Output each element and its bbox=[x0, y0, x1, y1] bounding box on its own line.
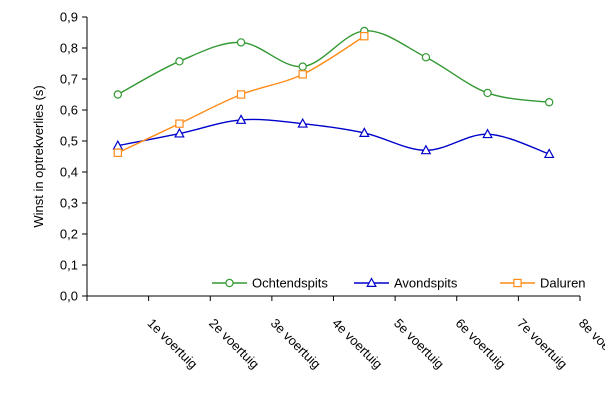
y-tick-label: 0,6 bbox=[60, 103, 78, 118]
x-tick-label: 1e voertuig bbox=[145, 316, 201, 372]
series-group bbox=[114, 27, 554, 157]
data-point bbox=[299, 71, 306, 78]
x-axis-ticks: 1e voertuig 2e voertuig 3e voertuig 4e voer… bbox=[87, 296, 605, 372]
y-tick-label: 0,2 bbox=[60, 227, 78, 242]
legend-label: Daluren bbox=[540, 276, 586, 291]
y-tick-label: 0,3 bbox=[60, 196, 78, 211]
y-tick-label: 0,0 bbox=[60, 289, 78, 304]
data-point bbox=[226, 279, 233, 286]
y-axis-label: Winst in optrekverlies (s) bbox=[31, 85, 46, 227]
data-point bbox=[237, 39, 244, 46]
legend: Ochtendspits Avondspits Daluren bbox=[212, 276, 586, 291]
x-tick-label: 4e voertuig bbox=[329, 316, 385, 372]
y-tick-label: 0,7 bbox=[60, 72, 78, 87]
x-tick-label: 2e voertuig bbox=[206, 316, 262, 372]
legend-item-ochtendspits: Ochtendspits bbox=[212, 276, 328, 291]
x-tick-label: 6e voertuig bbox=[453, 316, 509, 372]
data-point bbox=[361, 33, 368, 40]
data-point bbox=[546, 99, 553, 106]
x-tick-label: 7e voertuig bbox=[514, 316, 570, 372]
legend-label: Avondspits bbox=[394, 276, 458, 291]
data-point bbox=[484, 89, 491, 96]
legend-label: Ochtendspits bbox=[252, 276, 328, 291]
legend-item-avondspits: Avondspits bbox=[354, 276, 458, 291]
y-tick-label: 0,4 bbox=[60, 165, 78, 180]
data-point bbox=[422, 54, 429, 61]
legend-item-daluren: Daluren bbox=[500, 276, 586, 291]
axes bbox=[87, 17, 580, 296]
y-axis-ticks: 0,0 0,1 0,2 0,3 0,4 0,5 0,6 0,7 0,8 0,9 bbox=[60, 10, 87, 304]
x-tick-label: 3e voertuig bbox=[268, 316, 324, 372]
x-tick-label: 5e voertuig bbox=[391, 316, 447, 372]
series-ochtendspits bbox=[114, 27, 553, 106]
data-point bbox=[176, 58, 183, 65]
y-tick-label: 0,9 bbox=[60, 10, 78, 25]
data-point bbox=[176, 120, 183, 127]
y-tick-label: 0,5 bbox=[60, 134, 78, 149]
x-tick-label: 8e voertuig bbox=[576, 316, 605, 372]
data-point bbox=[514, 279, 521, 286]
data-point bbox=[237, 91, 244, 98]
y-tick-label: 0,1 bbox=[60, 258, 78, 273]
data-point bbox=[299, 63, 306, 70]
data-point bbox=[114, 149, 121, 156]
y-tick-label: 0,8 bbox=[60, 41, 78, 56]
data-point bbox=[114, 91, 121, 98]
